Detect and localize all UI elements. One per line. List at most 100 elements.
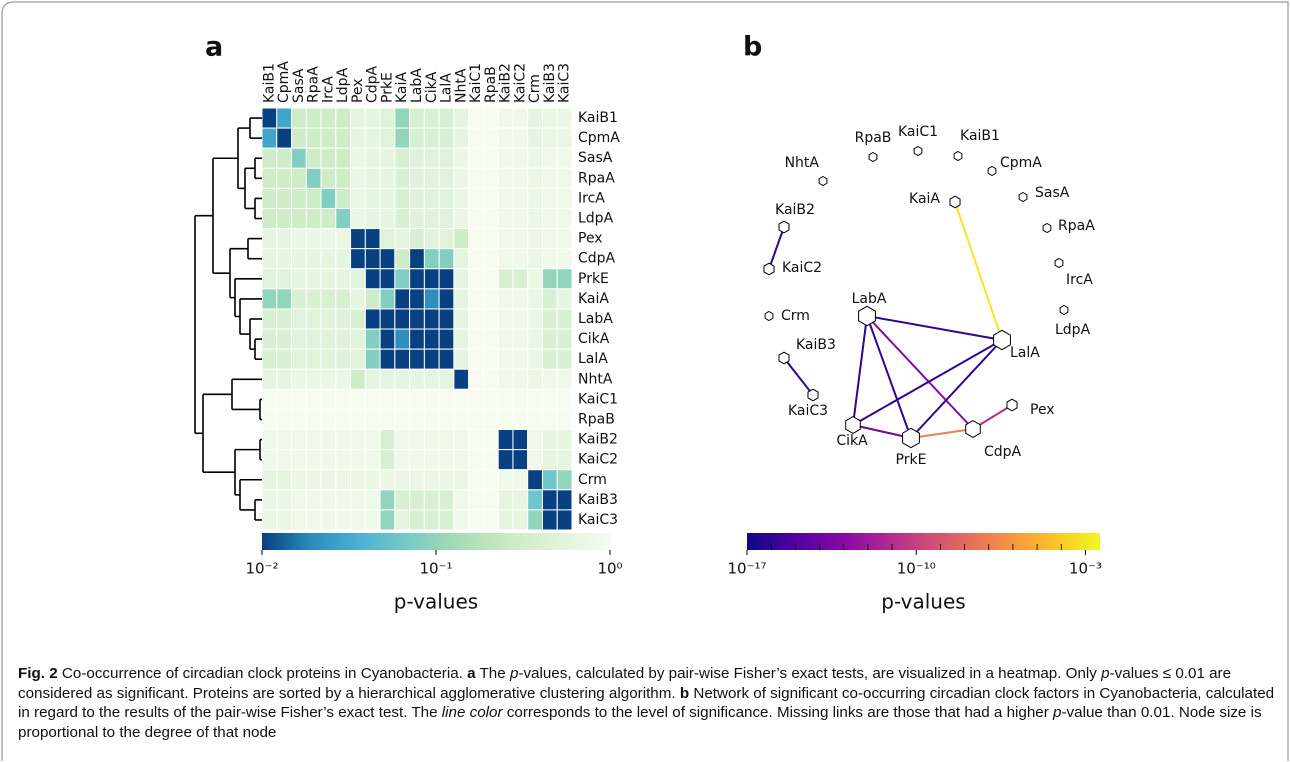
node-label: KaiC2 [782,260,822,276]
heatmap-cell [335,388,352,410]
heatmap-cell [556,429,573,451]
heatmap-cell [497,509,514,531]
heatmap-cell [527,107,543,129]
colorbar-gradient [747,533,1100,550]
heatmap-cell [527,328,543,350]
heatmap-cell [335,147,352,169]
heatmap-cell [512,429,529,451]
node-label: PrkE [896,452,927,468]
heatmap-cell [364,388,381,410]
heatmap-cell [497,368,514,390]
heatmap-cell [261,408,278,431]
network-edge [852,424,912,439]
heatmap-cell [541,288,558,310]
row-label: CdpA [578,251,616,267]
heatmap-cell [438,328,455,350]
heatmap-cell [556,489,573,511]
heatmap-cell [438,348,455,370]
caption-text: -values ≤ 0.01 are considered as signifi… [18,665,1232,702]
heatmap-cell [497,228,514,250]
heatmap-cell [453,187,470,209]
heatmap-cell [379,308,396,330]
heatmap-cell [394,167,411,189]
heatmap-cell [423,147,440,169]
network-node [764,310,774,322]
column-label: Pex [350,78,366,103]
heatmap-cell [527,509,543,531]
heatmap-cell [453,288,470,310]
heatmap-cell [512,308,529,330]
heatmap-cell [409,147,425,169]
heatmap-cell [305,167,322,189]
heatmap-cell [394,288,411,310]
node-label: CpmA [1000,155,1042,171]
heatmap-cell [512,268,529,290]
heatmap-cell [438,408,455,431]
node-label: KaiB3 [796,337,836,353]
heatmap-cell [364,268,381,290]
heatmap-cell [556,388,573,410]
heatmap-cell [305,469,322,491]
heatmap-cell [379,429,396,451]
heatmap-cell [261,248,278,270]
node-label: KaiB1 [960,128,1000,144]
heatmap-cell [482,248,499,270]
heatmap-cell [512,107,529,129]
heatmap-cell [394,328,411,350]
row-label: IrcA [578,190,605,206]
heatmap-cell [261,429,278,451]
colorbar-tick-label: 10⁻¹⁷ [727,560,766,578]
heatmap-cell [261,469,278,491]
heatmap-cell [482,127,499,149]
column-label: Crm [527,74,543,103]
column-label: LabA [409,68,425,103]
heatmap-cell [468,107,484,129]
row-label: KaiB1 [578,110,618,126]
heatmap-cell [482,449,499,471]
heatmap-cell [409,288,425,310]
heatmap-cell [438,469,455,491]
colorbar-label: p-values [881,590,965,614]
heatmap-cell [276,388,293,410]
heatmap-cell [541,469,558,491]
heatmap-cell [409,449,425,471]
heatmap-cell [423,469,440,491]
heatmap-cell [276,268,293,290]
heatmap-cell [350,248,366,270]
heatmap-cell [527,127,543,149]
row-label: PrkE [578,271,609,287]
node-label: LdpA [1055,322,1091,338]
heatmap-cell [394,127,411,149]
heatmap: KaiB1CpmASasARpaAIrcALdpAPexCdpAPrkEKaiA… [261,61,620,531]
heatmap-cell [350,187,366,209]
heatmap-cell [291,408,307,431]
column-label: RpaB [483,66,499,103]
heatmap-cell [320,328,337,350]
heatmap-cell [320,429,337,451]
heatmap-cell [423,449,440,471]
heatmap-cell [305,489,322,511]
heatmap-cell [364,167,381,189]
heatmap-cell [394,509,411,531]
heatmap-cell [394,469,411,491]
heatmap-cell [512,288,529,310]
heatmap-cell [364,288,381,310]
heatmap-cell [350,469,366,491]
heatmap-cell [482,167,499,189]
heatmap-cell [541,489,558,511]
heatmap-cell [335,328,352,350]
heatmap-cell [364,308,381,330]
heatmap-cell [291,348,307,370]
row-label: KaiC3 [578,512,618,528]
network-node [902,427,920,449]
heatmap-cell [305,288,322,310]
heatmap-cell [497,127,514,149]
column-label: KaiC1 [468,63,484,103]
network-node [1006,398,1018,412]
row-label: KaiC1 [578,391,618,407]
heatmap-cell [423,107,440,129]
heatmap-cell [497,268,514,290]
heatmap-cell [423,127,440,149]
heatmap-cell [409,127,425,149]
